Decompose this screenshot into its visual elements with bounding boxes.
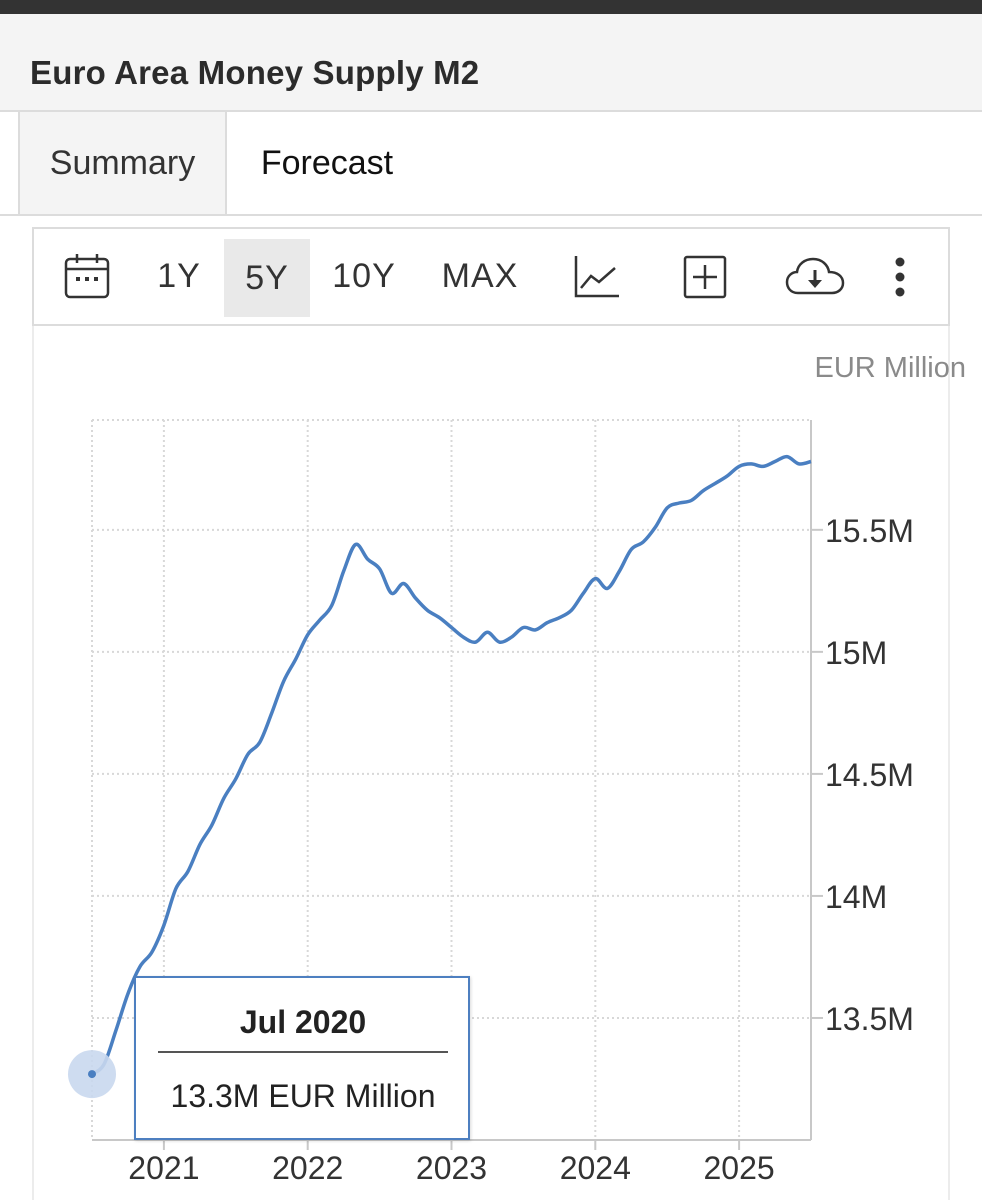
x-tick-label: 2023 (416, 1150, 487, 1186)
unit-label: EUR Million (814, 352, 966, 384)
cloud-download-icon (785, 257, 845, 294)
more-vertical-icon (895, 257, 905, 296)
range-10y-button[interactable]: 10Y (332, 257, 396, 295)
tab-summary[interactable]: Summary (18, 112, 227, 214)
top-strip (0, 0, 982, 14)
download-button[interactable] (780, 229, 850, 324)
chart-type-button[interactable] (564, 229, 630, 324)
x-tick-label: 2022 (272, 1150, 343, 1186)
title-bar: Euro Area Money Supply M2 (0, 14, 982, 112)
range-5y-button[interactable]: 5Y (224, 239, 310, 317)
chart-tooltip: Jul 2020 13.3M EUR Million (134, 976, 470, 1140)
x-tick-label: 2024 (560, 1150, 631, 1186)
data-point (88, 1070, 96, 1079)
tab-forecast[interactable]: Forecast (260, 143, 394, 182)
y-tick-label: 13.5M (825, 1001, 914, 1037)
series-line (90, 454, 812, 1076)
tooltip-value: 13.3M EUR Million (170, 1078, 436, 1114)
range-1y-button[interactable]: 1Y (157, 257, 201, 295)
x-tick-label: 2025 (704, 1150, 775, 1186)
y-tick-label: 14.5M (825, 757, 914, 793)
tooltip-date: Jul 2020 (158, 1004, 448, 1053)
chart-toolbar: 1Y 5Y 10Y MAX (32, 227, 950, 326)
y-tick-label: 14M (825, 879, 887, 915)
chart-area (32, 326, 950, 1200)
calendar-icon (64, 253, 110, 298)
page-title: Euro Area Money Supply M2 (30, 54, 480, 91)
calendar-button[interactable] (54, 229, 120, 324)
plus-box-icon (683, 255, 727, 298)
more-options-button[interactable] (880, 229, 920, 324)
range-max-button[interactable]: MAX (441, 257, 519, 295)
y-tick-label: 15.5M (825, 513, 914, 549)
compare-button[interactable] (672, 229, 738, 324)
y-tick-label: 15M (825, 635, 887, 671)
line-chart-icon (574, 255, 619, 297)
x-tick-label: 2021 (128, 1150, 199, 1186)
tab-bar: Summary Forecast (0, 112, 982, 216)
